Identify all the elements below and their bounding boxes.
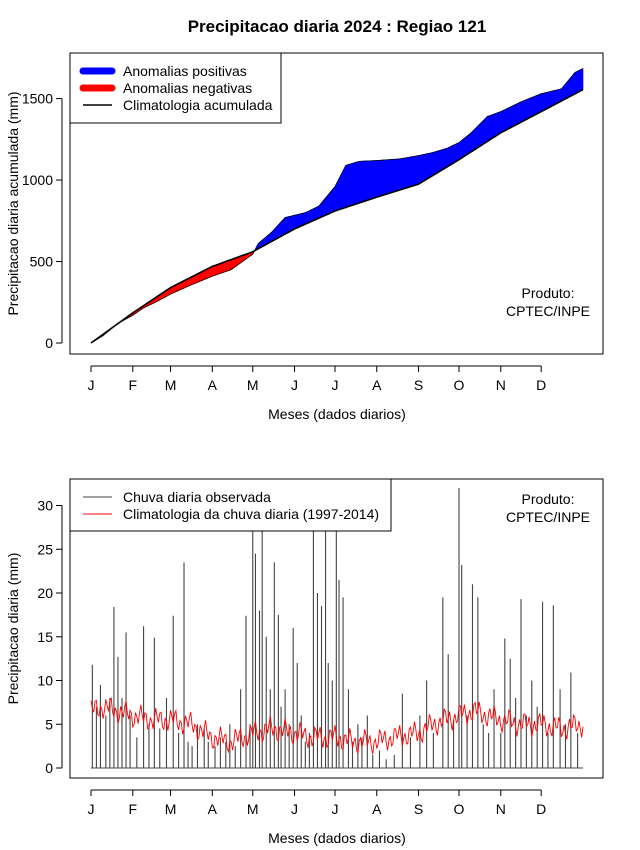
y-tick-label: 1000 [22,172,53,188]
product-annotation: Produto: [522,285,575,301]
x-tick-label: J [88,377,95,393]
observed-cumulative-line [90,68,584,344]
x-tick-label: M [247,377,259,393]
y-tick-label: 0 [45,335,53,351]
x-tick-label: F [129,801,138,817]
y-tick-label: 30 [37,498,53,514]
x-tick-label: S [414,801,423,817]
y-tick-label: 0 [45,760,53,776]
legend-label: Chuva diaria observada [123,489,271,505]
x-tick-label: J [291,801,298,817]
x-axis-title: Meses (dados diarios) [268,830,406,846]
x-tick-label: J [331,801,338,817]
climatology-daily-line [90,696,584,755]
x-tick-label: J [291,377,298,393]
x-tick-label: O [454,801,465,817]
x-tick-label: M [247,801,259,817]
climatology-cumulative-line [90,88,584,344]
product-annotation: Produto: [522,491,575,507]
x-tick-label: O [454,377,465,393]
product-annotation: CPTEC/INPE [506,303,590,319]
plot-frame [69,52,604,355]
legend-label: Climatologia da chuva diaria (1997-2014) [123,506,379,522]
legend-box [69,478,392,532]
y-axis-title: Precipitacao diaria (mm) [5,553,21,705]
y-tick-label: 500 [30,254,54,270]
daily-precipitation-chart: 0 5 10 15 20 25 30 J F M A M J J A S O N D Meses (dados dia… [5,478,604,846]
positive-anomaly-segment [581,67,584,91]
x-tick-label: A [208,377,218,393]
legend-label: Anomalias positivas [123,63,247,79]
y-tick-label: 25 [37,541,53,557]
x-axis-title: Meses (dados diarios) [268,406,406,422]
x-tick-label: D [536,377,546,393]
x-tick-label: S [414,377,423,393]
y-axis-title: Precipitacao diaria acumulada (mm) [5,91,21,315]
x-tick-label: F [129,377,138,393]
x-tick-label: N [496,377,506,393]
y-tick-label: 15 [37,629,53,645]
y-tick-label: 1500 [22,91,53,107]
cumulative-precipitation-chart: 0 500 1000 1500 J F M A M J J A S O N D Meses (dados dia… [5,52,604,422]
x-tick-label: A [372,801,382,817]
x-tick-label: M [165,801,177,817]
x-tick-label: J [331,377,338,393]
x-tick-label: M [165,377,177,393]
product-annotation: CPTEC/INPE [506,509,590,525]
y-tick-label: 20 [37,585,53,601]
x-tick-label: A [372,377,382,393]
legend-label: Climatologia acumulada [123,97,273,113]
x-tick-label: A [208,801,218,817]
x-tick-label: N [496,801,506,817]
y-tick-label: 10 [37,673,53,689]
figure-title: Precipitacao diaria 2024 : Regiao 121 [188,17,487,36]
legend-label: Anomalias negativas [123,80,252,96]
x-tick-label: J [88,801,95,817]
y-tick-label: 5 [45,716,53,732]
x-tick-label: D [536,801,546,817]
